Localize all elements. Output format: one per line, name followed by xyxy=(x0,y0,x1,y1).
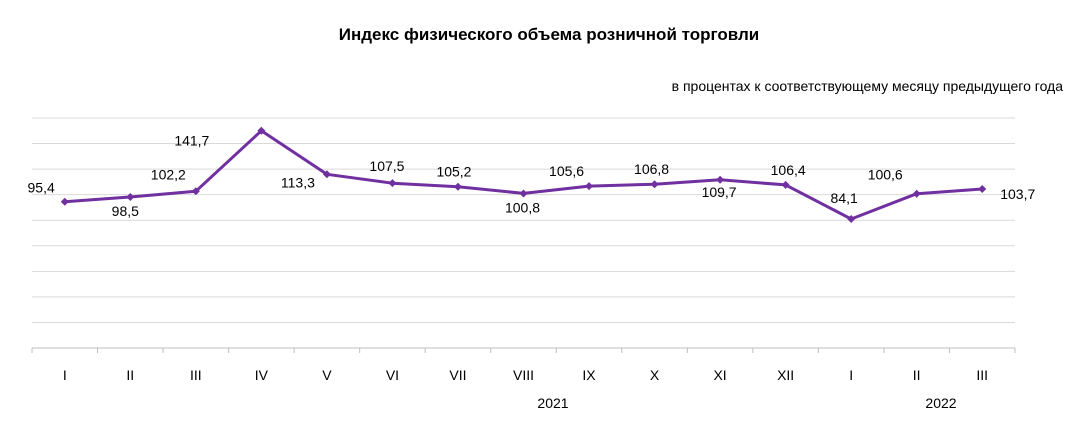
data-point xyxy=(978,184,987,193)
data-label: 95,4 xyxy=(28,180,55,196)
x-tick-label: I xyxy=(849,367,853,383)
data-label: 100,6 xyxy=(868,167,903,183)
x-tick-label: II xyxy=(913,367,921,383)
data-label: 109,7 xyxy=(702,184,737,200)
series-line xyxy=(60,126,987,224)
x-axis xyxy=(31,348,1016,353)
x-tick-label: II xyxy=(126,367,134,383)
chart-subtitle: в процентах к соответствующему месяцу пр… xyxy=(672,78,1064,94)
data-point xyxy=(388,179,397,188)
x-tick-label: VI xyxy=(386,367,399,383)
data-point xyxy=(912,189,921,198)
data-label: 98,5 xyxy=(112,203,139,219)
data-point xyxy=(716,175,725,184)
x-tick-label: V xyxy=(322,367,332,383)
gridlines xyxy=(32,117,1015,349)
x-tick-label: IX xyxy=(582,367,596,383)
data-point xyxy=(126,192,135,201)
data-point xyxy=(60,197,69,206)
x-tick-label: I xyxy=(63,367,67,383)
data-label: 105,2 xyxy=(436,164,471,180)
data-point xyxy=(847,215,856,224)
data-point xyxy=(322,170,331,179)
data-label: 141,7 xyxy=(174,133,209,149)
x-tick-labels: I II III IV V VI VII VIII IX X XI XII I II III xyxy=(63,367,988,383)
data-point xyxy=(650,180,659,189)
x-tick-label: III xyxy=(976,367,988,383)
data-label: 106,4 xyxy=(771,162,806,178)
data-label: 102,2 xyxy=(151,166,186,182)
x-tick-label: IV xyxy=(255,367,269,383)
year-labels: 2021 2022 xyxy=(537,395,956,411)
x-tick-label: III xyxy=(190,367,202,383)
data-point xyxy=(453,182,462,191)
year-label-2022: 2022 xyxy=(925,395,956,411)
data-label: 106,8 xyxy=(634,161,669,177)
x-tick-label: VIII xyxy=(513,367,534,383)
data-point xyxy=(191,187,200,196)
data-label: 113,3 xyxy=(281,174,315,190)
x-tick-label: XII xyxy=(777,367,794,383)
data-label: 84,1 xyxy=(831,190,858,206)
data-point xyxy=(585,182,594,191)
x-tick-label: X xyxy=(650,367,660,383)
data-label: 107,5 xyxy=(369,158,404,174)
data-label: 103,7 xyxy=(1000,186,1035,202)
data-point xyxy=(781,180,790,189)
data-label: 100,8 xyxy=(505,199,540,215)
data-point xyxy=(519,189,528,198)
data-label: 105,6 xyxy=(549,163,584,179)
data-point xyxy=(257,126,266,135)
year-label-2021: 2021 xyxy=(537,395,568,411)
x-tick-label: VII xyxy=(449,367,466,383)
data-labels: 95,4 98,5 102,2 141,7 113,3 107,5 105,2 100,8 10… xyxy=(28,133,1036,219)
x-tick-label: XI xyxy=(713,367,726,383)
chart-title: Индекс физического объема розничной торг… xyxy=(339,25,759,44)
